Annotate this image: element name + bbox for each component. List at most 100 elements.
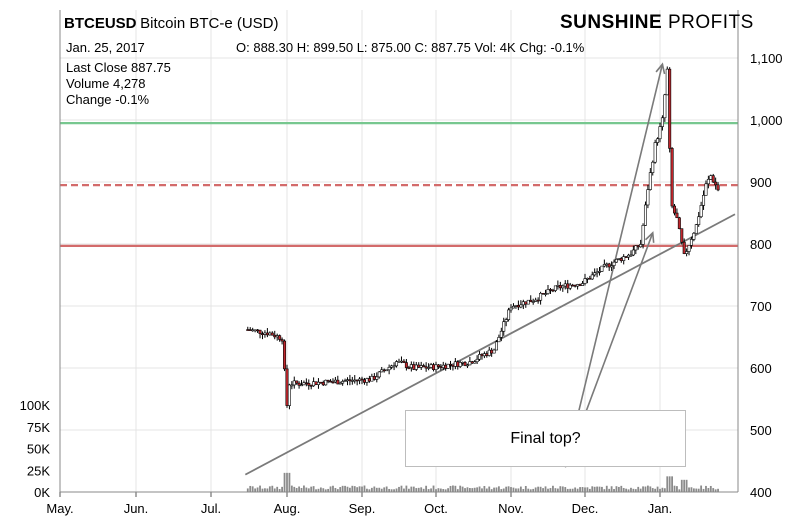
brand-bold: SUNSHINE (560, 12, 663, 33)
volume-bar (449, 485, 452, 492)
candle-body (639, 244, 643, 248)
candle-body (309, 384, 313, 387)
candle-body (409, 364, 413, 368)
candle-body (302, 382, 306, 386)
candle-body (372, 376, 376, 380)
candle-body (556, 285, 560, 287)
candle-body (573, 284, 577, 287)
volume-bar (601, 486, 603, 492)
volume-bar (310, 486, 313, 492)
candle-body (622, 256, 626, 261)
volume-bar (447, 488, 449, 492)
candle-body (675, 212, 679, 219)
candle-body (529, 299, 533, 303)
candle-body (665, 68, 669, 96)
candle-body (470, 361, 474, 364)
candle-body (321, 382, 325, 386)
candle-body (377, 371, 381, 378)
candle-body (600, 265, 604, 272)
candle-body (706, 179, 710, 185)
candle-body (605, 263, 609, 266)
volume-tick-label: 100K (20, 398, 51, 413)
y-tick-label: 800 (750, 237, 772, 252)
volume-bar (395, 488, 398, 492)
volume-bar (510, 487, 512, 492)
volume-bar (288, 472, 291, 492)
volume-bar (717, 488, 719, 492)
volume-bar (430, 488, 432, 492)
volume-bar (249, 485, 252, 492)
candle-body (502, 321, 506, 332)
candle-body (280, 339, 284, 342)
candle-body (355, 379, 359, 382)
candle-body (685, 251, 689, 254)
candle-body (610, 265, 614, 268)
candle-body (711, 175, 715, 183)
candle-body (331, 381, 335, 384)
volume-bar (412, 486, 415, 492)
candle-body (449, 363, 453, 366)
volume-bar (659, 488, 661, 492)
candle-body (473, 361, 477, 364)
volume-bar (532, 488, 535, 492)
volume-bar (327, 488, 330, 492)
candle-body (602, 264, 606, 267)
candle-body (248, 329, 252, 331)
volume-bar (649, 486, 652, 492)
candle-body (480, 354, 484, 357)
candle-body (336, 379, 340, 385)
candle-body (258, 329, 262, 334)
volume-bar (622, 488, 625, 492)
volume-bar (683, 479, 686, 492)
candle-body (427, 367, 431, 369)
candle-body (598, 271, 602, 273)
candle-body (497, 337, 501, 343)
candle-body (300, 384, 304, 387)
volume-bar (363, 485, 366, 492)
volume-bar (581, 487, 584, 492)
candle-body (375, 376, 379, 380)
volume-bar (566, 488, 569, 492)
last-close-stat: Last Close 887.75 (66, 60, 171, 75)
candle-body (673, 205, 677, 214)
volume-bar (344, 485, 346, 492)
volume-bar (569, 488, 572, 492)
candle-body (350, 380, 354, 382)
volume-bar (432, 485, 435, 492)
annotation-box: Final top? (405, 410, 686, 467)
candle-body (634, 245, 638, 251)
instrument-name: Bitcoin BTC-e (USD) (140, 15, 279, 32)
candle-body (465, 364, 469, 367)
candle-body (382, 369, 386, 372)
candle-body (482, 353, 486, 357)
candle-body (458, 362, 462, 367)
candle-body (561, 285, 565, 289)
volume-bar (515, 488, 517, 492)
volume-bar (692, 488, 695, 492)
candle-body (397, 360, 401, 363)
candle-body (429, 364, 433, 368)
candle-body (511, 305, 515, 309)
volume-bar (388, 488, 391, 492)
volume-bar (442, 489, 445, 492)
candle-body (265, 332, 269, 336)
volume-bar (341, 485, 344, 492)
candle-body (551, 289, 555, 292)
volume-bar (639, 488, 642, 492)
volume-bar (293, 486, 296, 492)
candle-body (499, 330, 503, 338)
volume-bar (468, 488, 471, 492)
volume-bar (398, 486, 400, 492)
candle-body (412, 364, 416, 370)
candle-body (287, 384, 291, 406)
candle-body (593, 272, 597, 276)
x-tick-label: Jan. (648, 501, 673, 516)
candle-body (571, 284, 575, 287)
candle-body (585, 277, 589, 280)
candle-body (263, 332, 267, 335)
candle-body (304, 382, 308, 385)
candle-body (290, 384, 294, 387)
volume-bar (286, 472, 288, 492)
candle-body (504, 319, 508, 323)
volume-bar (417, 487, 420, 492)
